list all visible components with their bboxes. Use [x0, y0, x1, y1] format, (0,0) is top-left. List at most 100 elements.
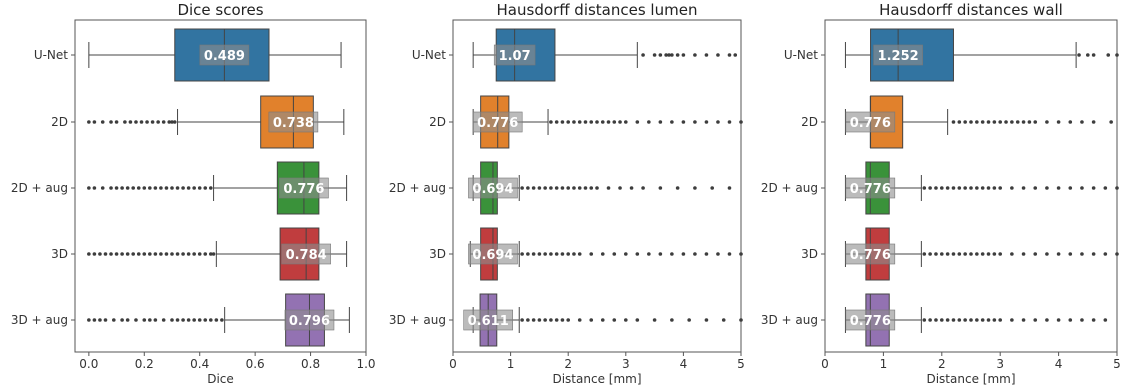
outlier-point	[612, 120, 617, 124]
median-label-bg	[873, 44, 923, 66]
outlier-point	[975, 186, 979, 190]
box-2d: 0.776	[844, 95, 1113, 149]
outlier-point	[543, 186, 547, 190]
outlier-point	[992, 186, 997, 190]
x-tick-label: 1	[507, 357, 515, 371]
outlier-point	[980, 318, 985, 322]
outlier-point	[934, 186, 938, 190]
outlier-point	[531, 186, 536, 190]
outlier-point	[531, 252, 536, 256]
outlier-point	[554, 120, 559, 124]
outlier-point	[957, 120, 962, 124]
outlier-point	[153, 318, 158, 322]
outlier-point	[92, 120, 97, 124]
outlier-point	[192, 318, 196, 322]
outlier-point	[92, 318, 97, 322]
outlier-point	[197, 186, 202, 190]
chart-panel-3: Hausdorff distances wall 0 1 2 3 4 5 Distance […	[761, 1, 1121, 386]
box-2daug: 0.776	[87, 161, 348, 215]
outlier-point	[928, 186, 932, 190]
plot-frame	[74, 19, 367, 353]
outlier-point	[975, 318, 979, 322]
outlier-point	[704, 53, 709, 57]
median-label: 0.611	[468, 314, 509, 329]
outlier-point	[1080, 318, 1084, 322]
outlier-point	[635, 318, 640, 322]
outlier-point	[186, 252, 191, 256]
outlier-point	[520, 186, 524, 190]
outlier-point	[87, 120, 91, 124]
outlier-point	[612, 252, 617, 256]
outlier-point	[1091, 53, 1096, 57]
outlier-point	[670, 120, 674, 124]
box-u-net: 1.07	[472, 28, 738, 82]
outlier-point	[150, 120, 155, 124]
x-tick-label: 5	[1113, 357, 1121, 371]
outlier-point	[733, 53, 738, 57]
outlier-point	[560, 252, 565, 256]
median-label-bg	[199, 44, 250, 66]
outlier-point	[87, 252, 91, 256]
outlier-point	[589, 318, 594, 322]
outlier-point	[635, 252, 640, 256]
outlier-point	[192, 252, 196, 256]
outlier-point	[148, 186, 152, 190]
outlier-point	[1045, 120, 1049, 124]
outlier-point	[181, 186, 185, 190]
outlier-point	[1080, 252, 1084, 256]
outlier-point	[704, 252, 709, 256]
y-tick-label: 2D	[51, 115, 68, 129]
outlier-point	[612, 318, 617, 322]
outlier-point	[727, 252, 732, 256]
outlier-point	[209, 252, 213, 256]
outlier-point	[164, 252, 169, 256]
x-tick-label: 0	[449, 357, 457, 371]
outlier-point	[641, 53, 645, 57]
outlier-point	[549, 318, 553, 322]
outlier-point	[156, 120, 160, 124]
outlier-point	[934, 318, 938, 322]
median-label-bg	[472, 111, 523, 133]
outlier-point	[1091, 252, 1096, 256]
outlier-point	[181, 318, 185, 322]
outlier-point	[589, 186, 594, 190]
y-tick-label: 3D + aug	[389, 313, 446, 327]
outlier-point	[635, 120, 640, 124]
outlier-point	[998, 120, 1002, 124]
outlier-point	[566, 318, 570, 322]
outlier-point	[675, 186, 680, 190]
outlier-point	[114, 186, 119, 190]
outlier-point	[554, 252, 559, 256]
y-tick-label: 2D + aug	[11, 181, 68, 195]
outlier-point	[1056, 318, 1061, 322]
outlier-point	[600, 120, 605, 124]
median-label: 1.252	[878, 49, 919, 64]
outlier-point	[1080, 186, 1084, 190]
outlier-point	[583, 186, 588, 190]
outlier-point	[670, 252, 674, 256]
outlier-point	[1021, 120, 1026, 124]
box-3daug: 0.611	[463, 293, 743, 347]
box-u-net: 0.489	[88, 28, 342, 82]
outlier-point	[618, 120, 622, 124]
outlier-point	[998, 186, 1002, 190]
x-tick-label: 0.0	[79, 357, 98, 371]
outlier-point	[549, 186, 553, 190]
outlier-point	[1068, 120, 1073, 124]
outlier-point	[161, 120, 166, 124]
outlier-point	[658, 53, 663, 57]
outlier-point	[629, 186, 634, 190]
box-3d: 0.776	[844, 227, 1119, 281]
outlier-point	[986, 318, 991, 322]
outlier-point	[693, 186, 697, 190]
outlier-point	[114, 252, 119, 256]
outlier-point	[940, 252, 944, 256]
plot-frame	[452, 19, 742, 353]
x-tick-label: 1	[880, 357, 888, 371]
outlier-point	[652, 318, 657, 322]
outlier-point	[577, 252, 582, 256]
outlier-point	[969, 252, 973, 256]
outlier-point	[1103, 318, 1108, 322]
x-tick-label: 5	[737, 357, 745, 371]
